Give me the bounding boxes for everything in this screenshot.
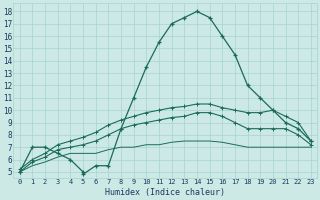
X-axis label: Humidex (Indice chaleur): Humidex (Indice chaleur)	[105, 188, 225, 197]
